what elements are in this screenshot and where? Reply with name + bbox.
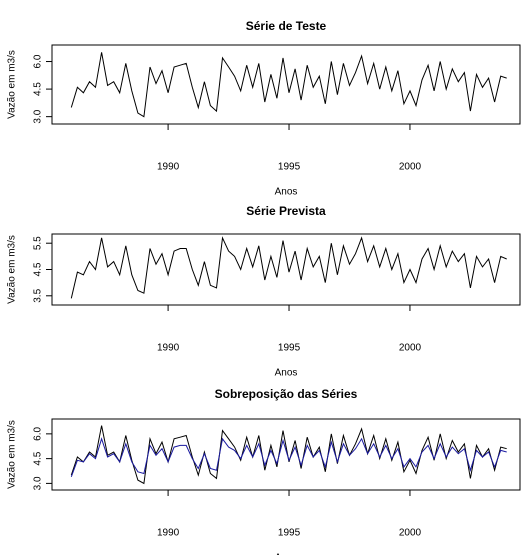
x-tick-label: 1995 [278,162,301,173]
x-axis-label: Anos [275,187,298,198]
plot-box [51,44,521,125]
x-tick-label: 1990 [157,528,180,539]
y-tick-label: 3.0 [33,476,44,490]
x-tick-label: 1995 [278,343,301,354]
chart-title: Sobreposição das Séries [215,387,358,401]
x-tick-label: 2000 [399,528,422,539]
plot-box [51,418,521,491]
series-line [70,425,507,485]
y-axis-label: Vazão em m3/s [7,50,18,119]
y-tick-label: 3.0 [33,109,44,123]
chart-title: Série Prevista [246,204,326,218]
y-tick-label: 3.5 [33,288,44,302]
y-axis-label: Vazão em m3/s [7,420,18,489]
y-tick-label: 6.0 [33,426,44,440]
series-line [70,437,507,477]
y-tick-label: 5.5 [33,236,44,250]
x-tick-label: 1995 [278,528,301,539]
x-axis-label: Anos [275,368,298,379]
x-axis-label: Anos [275,553,298,555]
y-tick-label: 4.5 [33,82,44,96]
x-tick-label: 1990 [157,162,180,173]
y-tick-label: 4.5 [33,262,44,276]
x-tick-label: 1990 [157,343,180,354]
series-line [70,52,507,118]
y-axis-label: Vazão em m3/s [7,235,18,304]
x-tick-label: 2000 [399,162,422,173]
chart-title: Série de Teste [246,19,327,33]
series-line [70,236,507,299]
plot-box [51,233,521,306]
y-tick-label: 6.0 [33,54,44,68]
x-tick-label: 2000 [399,343,422,354]
y-tick-label: 4.5 [33,451,44,465]
